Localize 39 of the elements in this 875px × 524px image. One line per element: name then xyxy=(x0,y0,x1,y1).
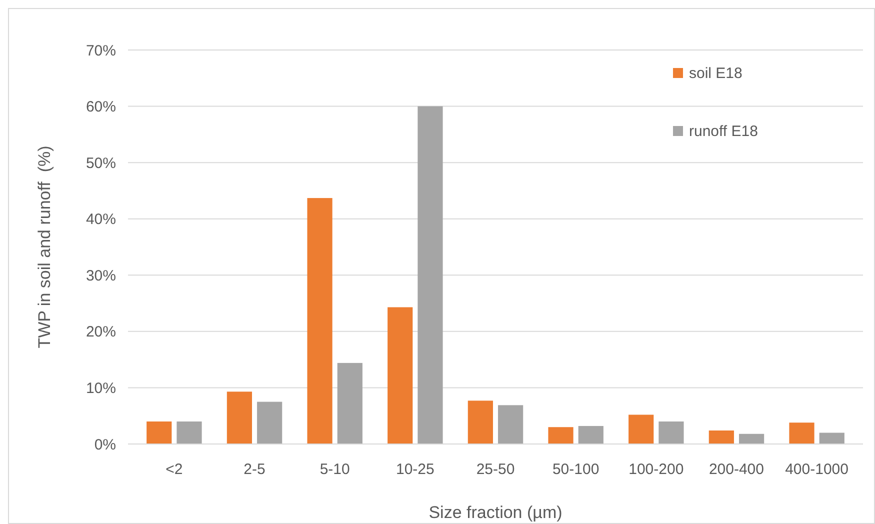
x-tick-label: 25-50 xyxy=(476,461,515,478)
bar xyxy=(628,414,654,444)
bar xyxy=(708,430,734,444)
bar xyxy=(176,421,202,444)
y-tick-label: 30% xyxy=(86,267,116,284)
bar xyxy=(578,426,604,444)
y-tick-label: 0% xyxy=(94,436,116,454)
bar xyxy=(337,362,362,444)
x-tick-label: 200-400 xyxy=(708,461,764,478)
bar xyxy=(738,434,764,444)
bar xyxy=(146,421,172,444)
bar xyxy=(388,307,413,444)
legend-label: soil E18 xyxy=(689,65,742,82)
bar xyxy=(819,432,844,444)
y-axis-title: TWP in soil and runoff (%) xyxy=(35,146,54,348)
bar xyxy=(789,422,814,444)
bar xyxy=(498,405,524,444)
legend-label: runoff E18 xyxy=(689,123,758,140)
x-tick-label: <2 xyxy=(166,461,183,478)
x-tick-label: 50-100 xyxy=(552,461,600,478)
bar xyxy=(226,392,252,444)
x-tick-label: 2-5 xyxy=(244,461,266,478)
x-tick-label: 10-25 xyxy=(396,461,434,478)
x-axis-title: Size fraction (µm) xyxy=(428,503,562,522)
y-tick-label: 60% xyxy=(86,98,116,116)
bar xyxy=(257,402,282,444)
bar xyxy=(418,106,443,444)
y-tick-label: 20% xyxy=(86,324,116,341)
x-tick-label: 400-1000 xyxy=(785,461,849,478)
x-tick-label: 100-200 xyxy=(628,461,684,478)
y-tick-label: 10% xyxy=(86,380,116,397)
bar xyxy=(658,421,684,444)
bar xyxy=(468,400,493,444)
bar xyxy=(548,427,574,444)
x-tick-label: 5-10 xyxy=(320,461,350,478)
y-tick-label: 50% xyxy=(86,154,116,172)
bar xyxy=(307,198,332,444)
y-tick-label: 40% xyxy=(86,211,116,228)
y-tick-label: 70% xyxy=(86,42,116,60)
